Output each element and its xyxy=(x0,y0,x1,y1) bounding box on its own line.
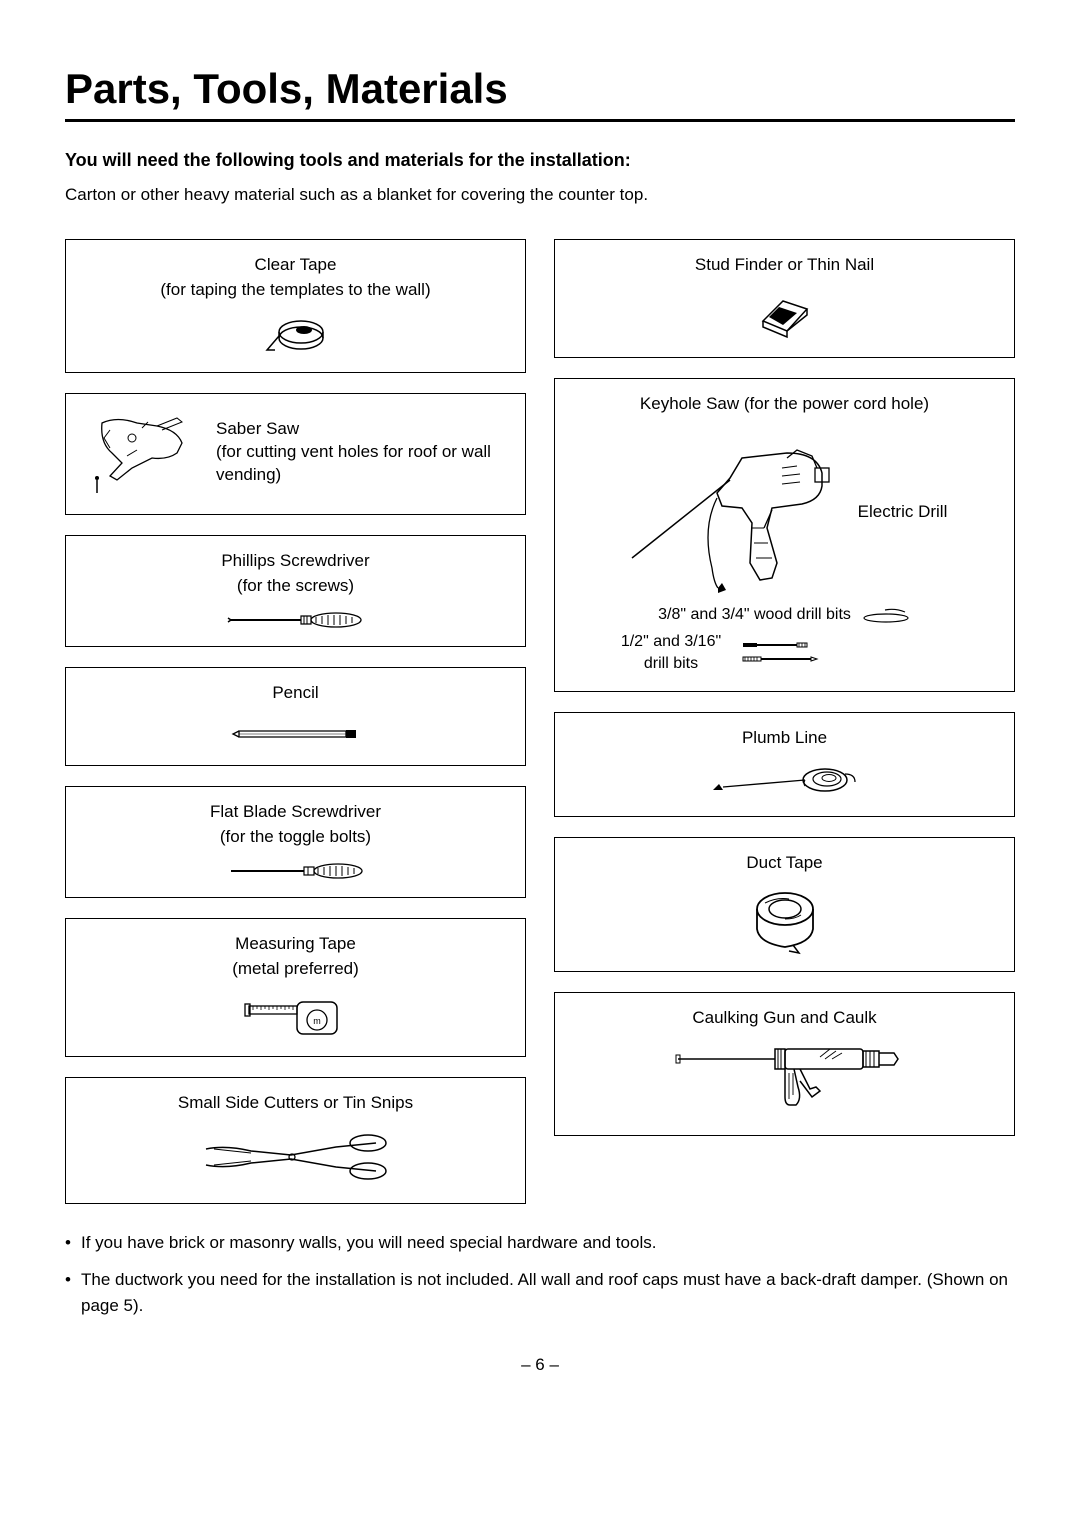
wood-bit-icon xyxy=(861,606,911,624)
electric-drill-label: Electric Drill xyxy=(858,501,948,524)
tool-title: Small Side Cutters or Tin Snips xyxy=(178,1092,413,1115)
note-item: If you have brick or masonry walls, you … xyxy=(65,1230,1015,1256)
tool-title: Keyhole Saw (for the power cord hole) xyxy=(571,393,998,416)
tool-duct-tape: Duct Tape xyxy=(554,837,1015,972)
tool-phillips-screwdriver: Phillips Screwdriver (for the screws) xyxy=(65,535,526,647)
caulking-gun-icon xyxy=(670,1039,900,1119)
duct-tape-icon xyxy=(745,885,825,955)
note-item: The ductwork you need for the installati… xyxy=(65,1267,1015,1320)
tool-title: Caulking Gun and Caulk xyxy=(692,1007,876,1030)
plumb-line-icon xyxy=(705,764,865,800)
metal-bits-label: 1/2" and 3/16" drill bits xyxy=(611,631,731,674)
tool-title: Pencil xyxy=(272,682,318,705)
wood-bit-label: 3/8" and 3/4" wood drill bits xyxy=(658,604,851,626)
page-title: Parts, Tools, Materials xyxy=(65,65,1015,122)
right-column: Stud Finder or Thin Nail Keyhole Saw (fo… xyxy=(554,239,1015,1204)
tape-roll-icon xyxy=(261,314,331,356)
tool-keyhole-drill: Keyhole Saw (for the power cord hole) xyxy=(554,378,1015,692)
tool-title: Clear Tape xyxy=(255,254,337,277)
metal-bits-icon xyxy=(741,639,821,667)
tool-plumb-line: Plumb Line xyxy=(554,712,1015,817)
electric-drill-icon xyxy=(622,428,842,598)
tool-subtitle: (for taping the templates to the wall) xyxy=(160,279,430,302)
saber-saw-icon xyxy=(82,408,202,498)
phillips-screwdriver-icon xyxy=(226,610,366,630)
intro-text: Carton or other heavy material such as a… xyxy=(65,185,1015,205)
tool-title: Stud Finder or Thin Nail xyxy=(695,254,874,277)
flat-screwdriver-icon xyxy=(226,861,366,881)
tool-saber-saw: Saber Saw (for cutting vent holes for ro… xyxy=(65,393,526,515)
tool-flat-screwdriver: Flat Blade Screwdriver (for the toggle b… xyxy=(65,786,526,898)
tools-grid: Clear Tape (for taping the templates to … xyxy=(65,239,1015,1204)
tool-title: Phillips Screwdriver xyxy=(221,550,369,573)
tool-subtitle: (metal preferred) xyxy=(232,958,359,981)
tool-measuring-tape: Measuring Tape (metal preferred) m xyxy=(65,918,526,1058)
tool-title: Saber Saw xyxy=(216,418,509,441)
pencil-icon xyxy=(231,727,361,741)
stud-finder-icon xyxy=(753,291,817,341)
tool-subtitle: (for the toggle bolts) xyxy=(220,826,371,849)
tool-subtitle: (for cutting vent holes for roof or wall… xyxy=(216,441,509,487)
tool-clear-tape: Clear Tape (for taping the templates to … xyxy=(65,239,526,373)
tool-caulking-gun: Caulking Gun and Caulk xyxy=(554,992,1015,1137)
tool-title: Plumb Line xyxy=(742,727,827,750)
tin-snips-icon xyxy=(196,1127,396,1187)
notes-list: If you have brick or masonry walls, you … xyxy=(65,1230,1015,1319)
measuring-tape-icon: m xyxy=(241,992,351,1040)
tool-subtitle: (for the screws) xyxy=(237,575,354,598)
tool-pencil: Pencil xyxy=(65,667,526,766)
tool-title: Measuring Tape xyxy=(235,933,356,956)
left-column: Clear Tape (for taping the templates to … xyxy=(65,239,526,1204)
tool-title: Flat Blade Screwdriver xyxy=(210,801,381,824)
svg-text:m: m xyxy=(313,1016,321,1026)
tool-tin-snips: Small Side Cutters or Tin Snips xyxy=(65,1077,526,1204)
page-number: – 6 – xyxy=(65,1355,1015,1375)
tool-title: Duct Tape xyxy=(746,852,822,875)
subheading: You will need the following tools and ma… xyxy=(65,150,1015,171)
tool-stud-finder: Stud Finder or Thin Nail xyxy=(554,239,1015,358)
